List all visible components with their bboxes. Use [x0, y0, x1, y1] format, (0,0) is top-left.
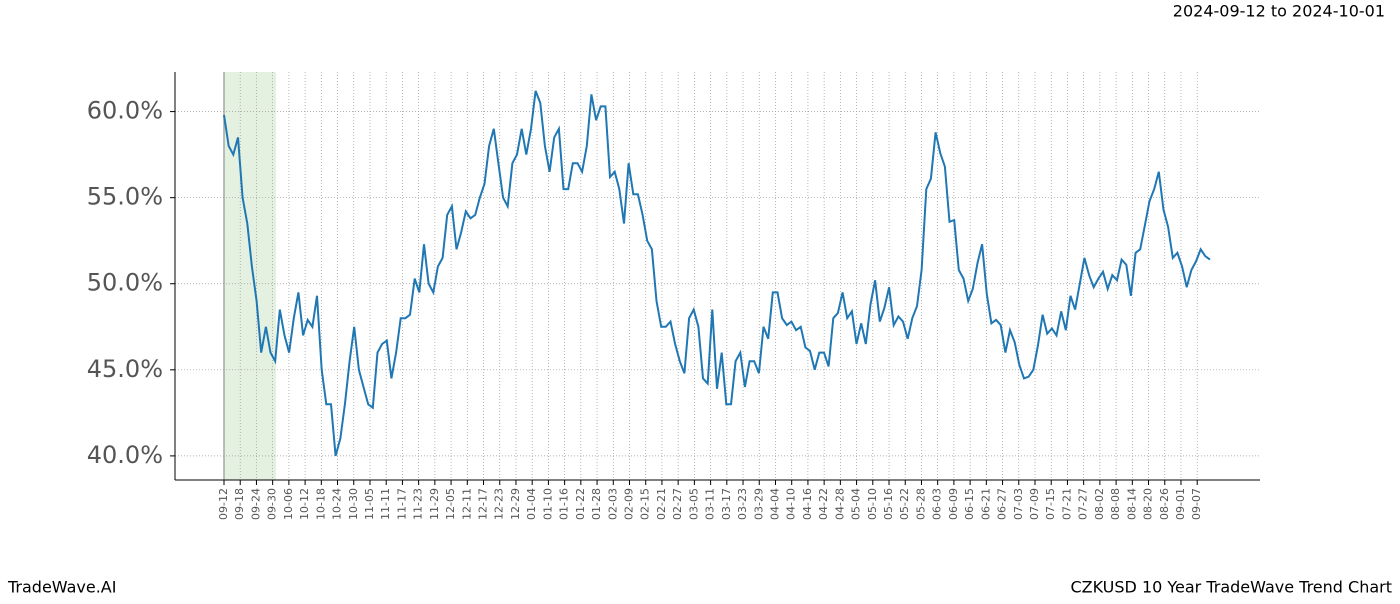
x-tick-label: 04-04	[768, 488, 781, 520]
x-tick-label: 04-16	[801, 488, 814, 520]
x-tick-label: 06-21	[979, 488, 992, 520]
x-tick-label: 12-11	[460, 488, 473, 520]
x-tick-label: 12-05	[444, 488, 457, 520]
x-tick-label: 06-09	[947, 488, 960, 520]
y-tick-label: 55.0%	[87, 183, 163, 211]
x-tick-label: 10-06	[282, 488, 295, 520]
x-tick-label: 08-14	[1125, 488, 1138, 520]
x-tick-label: 03-17	[720, 488, 733, 520]
x-tick-label: 01-16	[558, 488, 571, 520]
footer-left: TradeWave.AI	[7, 578, 116, 597]
x-tick-label: 05-04	[850, 488, 863, 520]
x-tick-label: 07-27	[1077, 488, 1090, 520]
subtitle: 2024-09-12 to 2024-10-01	[1173, 2, 1385, 21]
x-tick-label: 06-15	[963, 488, 976, 520]
footer-right: CZKUSD 10 Year TradeWave Trend Chart	[1070, 578, 1392, 597]
highlight-span	[224, 72, 276, 480]
x-tick-label: 11-11	[379, 488, 392, 520]
y-tick-label: 40.0%	[87, 441, 163, 469]
x-tick-label: 07-21	[1060, 488, 1073, 520]
x-tick-label: 09-18	[233, 488, 246, 520]
x-tick-label: 06-27	[996, 488, 1009, 520]
x-tick-label: 07-03	[1012, 488, 1025, 520]
x-tick-label: 01-22	[574, 488, 587, 520]
x-tick-label: 03-29	[752, 488, 765, 520]
x-tick-label: 02-27	[671, 488, 684, 520]
x-tick-label: 05-16	[882, 488, 895, 520]
y-tick-label: 50.0%	[87, 269, 163, 297]
x-tick-label: 11-23	[412, 488, 425, 520]
x-tick-label: 11-05	[363, 488, 376, 520]
x-tick-label: 02-09	[623, 488, 636, 520]
x-tick-label: 09-07	[1190, 488, 1203, 520]
y-tick-label: 60.0%	[87, 97, 163, 125]
x-tick-label: 09-01	[1174, 488, 1187, 520]
x-tick-label: 02-03	[606, 488, 619, 520]
x-tick-label: 03-05	[687, 488, 700, 520]
x-tick-label: 03-11	[704, 488, 717, 520]
x-tick-label: 07-09	[1028, 488, 1041, 520]
x-tick-label: 12-23	[493, 488, 506, 520]
x-tick-label: 12-29	[509, 488, 522, 520]
x-tick-label: 10-18	[314, 488, 327, 520]
x-tick-label: 08-20	[1142, 488, 1155, 520]
x-tick-label: 11-17	[395, 488, 408, 520]
x-tick-label: 04-10	[785, 488, 798, 520]
x-tick-label: 08-26	[1158, 488, 1171, 520]
x-tick-label: 02-21	[655, 488, 668, 520]
x-tick-label: 07-15	[1044, 488, 1057, 520]
x-tick-label: 04-28	[833, 488, 846, 520]
x-tick-label: 09-24	[249, 488, 262, 520]
x-tick-label: 11-29	[428, 488, 441, 520]
x-tick-label: 01-04	[525, 488, 538, 520]
x-tick-label: 09-30	[266, 488, 279, 520]
x-tick-label: 05-28	[914, 488, 927, 520]
x-tick-label: 10-30	[347, 488, 360, 520]
x-tick-label: 05-22	[898, 488, 911, 520]
x-tick-label: 12-17	[477, 488, 490, 520]
x-tick-label: 03-23	[736, 488, 749, 520]
x-tick-label: 08-02	[1093, 488, 1106, 520]
x-tick-label: 08-08	[1109, 488, 1122, 520]
x-tick-label: 10-24	[331, 488, 344, 520]
x-tick-label: 01-10	[541, 488, 554, 520]
x-tick-label: 02-15	[639, 488, 652, 520]
x-tick-label: 05-10	[866, 488, 879, 520]
trend-line	[223, 90, 1211, 457]
x-tick-label: 06-03	[931, 488, 944, 520]
x-tick-label: 09-12	[217, 488, 230, 520]
y-tick-label: 45.0%	[87, 355, 163, 383]
x-tick-label: 01-28	[590, 488, 603, 520]
x-tick-label: 04-22	[817, 488, 830, 520]
x-tick-label: 10-12	[298, 488, 311, 520]
